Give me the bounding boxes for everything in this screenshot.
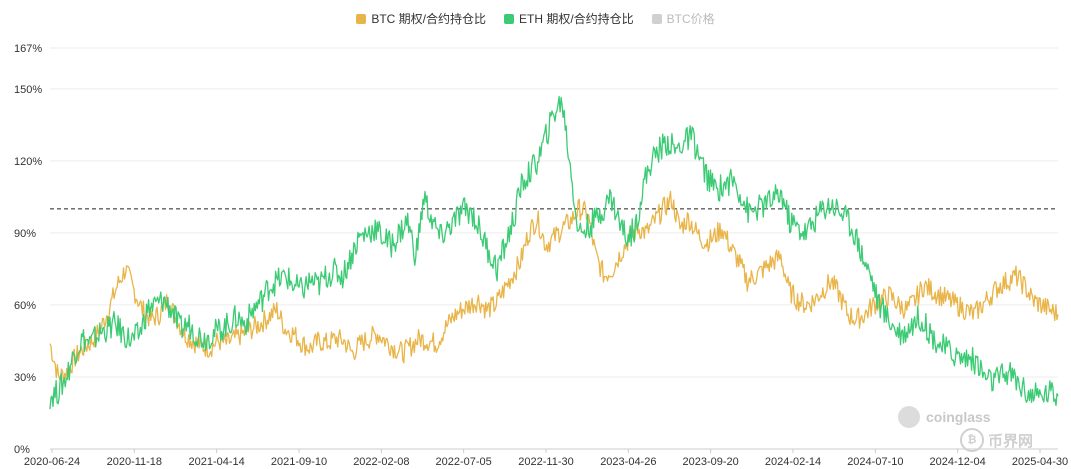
watermark-brand: coinglass	[926, 409, 991, 425]
legend-swatch-eth	[503, 13, 514, 24]
legend-item-btc-price[interactable]: BTC价格	[651, 10, 715, 27]
x-tick-label: 2024-02-14	[765, 456, 821, 468]
x-tick-label: 2022-11-30	[518, 456, 573, 468]
legend-item-btc[interactable]: BTC 期权/合约持仓比	[356, 10, 486, 27]
x-tick-label: 2023-09-20	[683, 456, 739, 468]
series-line-btc	[49, 190, 1059, 384]
series-line-eth	[49, 95, 1059, 410]
legend-swatch-btc-price	[651, 13, 662, 24]
coinglass-logo-icon	[898, 406, 920, 428]
legend-label-btc-price: BTC价格	[666, 12, 715, 26]
legend-swatch-btc	[356, 13, 367, 24]
y-tick-label: 120%	[14, 156, 42, 168]
x-tick-label: 2020-11-18	[107, 456, 162, 468]
y-tick-label: 167%	[14, 43, 42, 55]
x-tick-label: 2023-04-26	[600, 456, 656, 468]
x-tick-label: 2022-07-05	[436, 456, 492, 468]
legend-label-btc: BTC 期权/合约持仓比	[371, 12, 486, 26]
x-tick-label: 2024-07-10	[847, 456, 903, 468]
legend-label-eth: ETH 期权/合约持仓比	[518, 12, 634, 26]
watermark-bijie: ₿ 币界网	[960, 428, 1033, 452]
x-tick-label: 2024-12-04	[930, 456, 986, 468]
chart-legend: BTC 期权/合约持仓比 ETH 期权/合约持仓比 BTC价格	[0, 10, 1071, 27]
x-tick-label: 2022-02-08	[353, 456, 409, 468]
x-tick-label: 2020-06-24	[24, 456, 80, 468]
y-tick-label: 150%	[14, 84, 42, 96]
x-tick-label: 2025-04-30	[1012, 456, 1068, 468]
watermark-brand2: 币界网	[988, 432, 1034, 450]
watermark-coinglass: coinglass	[898, 406, 991, 428]
x-tick-label: 2021-09-10	[271, 456, 327, 468]
y-tick-label: 60%	[14, 300, 36, 312]
y-tick-label: 0%	[14, 444, 30, 456]
coin-icon: ₿	[960, 428, 984, 452]
y-tick-label: 30%	[14, 372, 36, 384]
legend-item-eth[interactable]: ETH 期权/合约持仓比	[503, 10, 634, 27]
y-tick-label: 90%	[14, 228, 36, 240]
x-tick-label: 2021-04-14	[189, 456, 245, 468]
